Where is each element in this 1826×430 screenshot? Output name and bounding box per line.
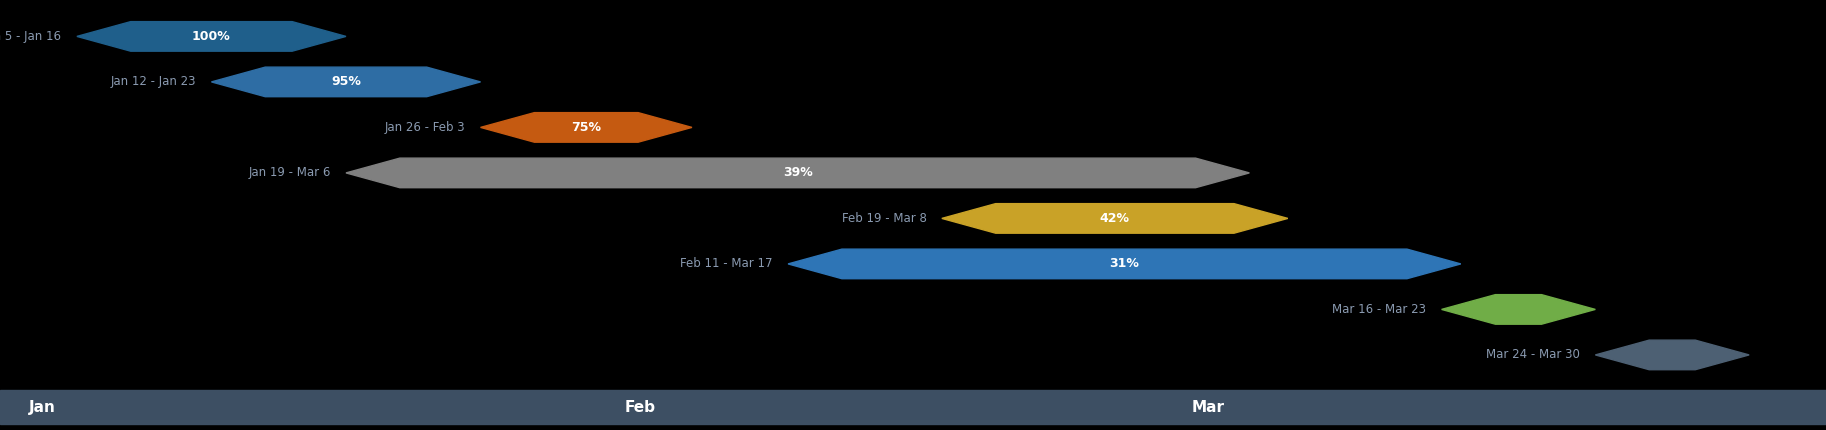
Polygon shape [212, 67, 480, 97]
Polygon shape [789, 249, 1461, 279]
Text: Feb 11 - Mar 17: Feb 11 - Mar 17 [681, 258, 772, 270]
Text: 31%: 31% [1110, 258, 1139, 270]
Text: Jan 12 - Jan 23: Jan 12 - Jan 23 [111, 75, 195, 89]
Text: Feb 19 - Mar 8: Feb 19 - Mar 8 [842, 212, 926, 225]
Polygon shape [345, 158, 1249, 188]
Text: 100%: 100% [192, 30, 230, 43]
Text: Jan 26 - Feb 3: Jan 26 - Feb 3 [385, 121, 466, 134]
Polygon shape [1441, 295, 1596, 324]
Text: 39%: 39% [783, 166, 813, 179]
Text: 95%: 95% [331, 75, 362, 89]
Text: Feb: Feb [624, 400, 656, 415]
Polygon shape [1596, 340, 1749, 370]
Text: Mar 16 - Mar 23: Mar 16 - Mar 23 [1333, 303, 1426, 316]
Text: 42%: 42% [1099, 212, 1130, 225]
Text: Mar 24 - Mar 30: Mar 24 - Mar 30 [1486, 348, 1579, 362]
Text: 75%: 75% [572, 121, 601, 134]
Polygon shape [942, 204, 1287, 233]
Polygon shape [480, 113, 692, 142]
Polygon shape [77, 22, 345, 51]
Text: Jan 5 - Jan 16: Jan 5 - Jan 16 [0, 30, 62, 43]
Text: Mar: Mar [1192, 400, 1225, 415]
Text: Jan 19 - Mar 6: Jan 19 - Mar 6 [248, 166, 331, 179]
Bar [0, 390, 1826, 424]
Text: Jan: Jan [29, 400, 57, 415]
